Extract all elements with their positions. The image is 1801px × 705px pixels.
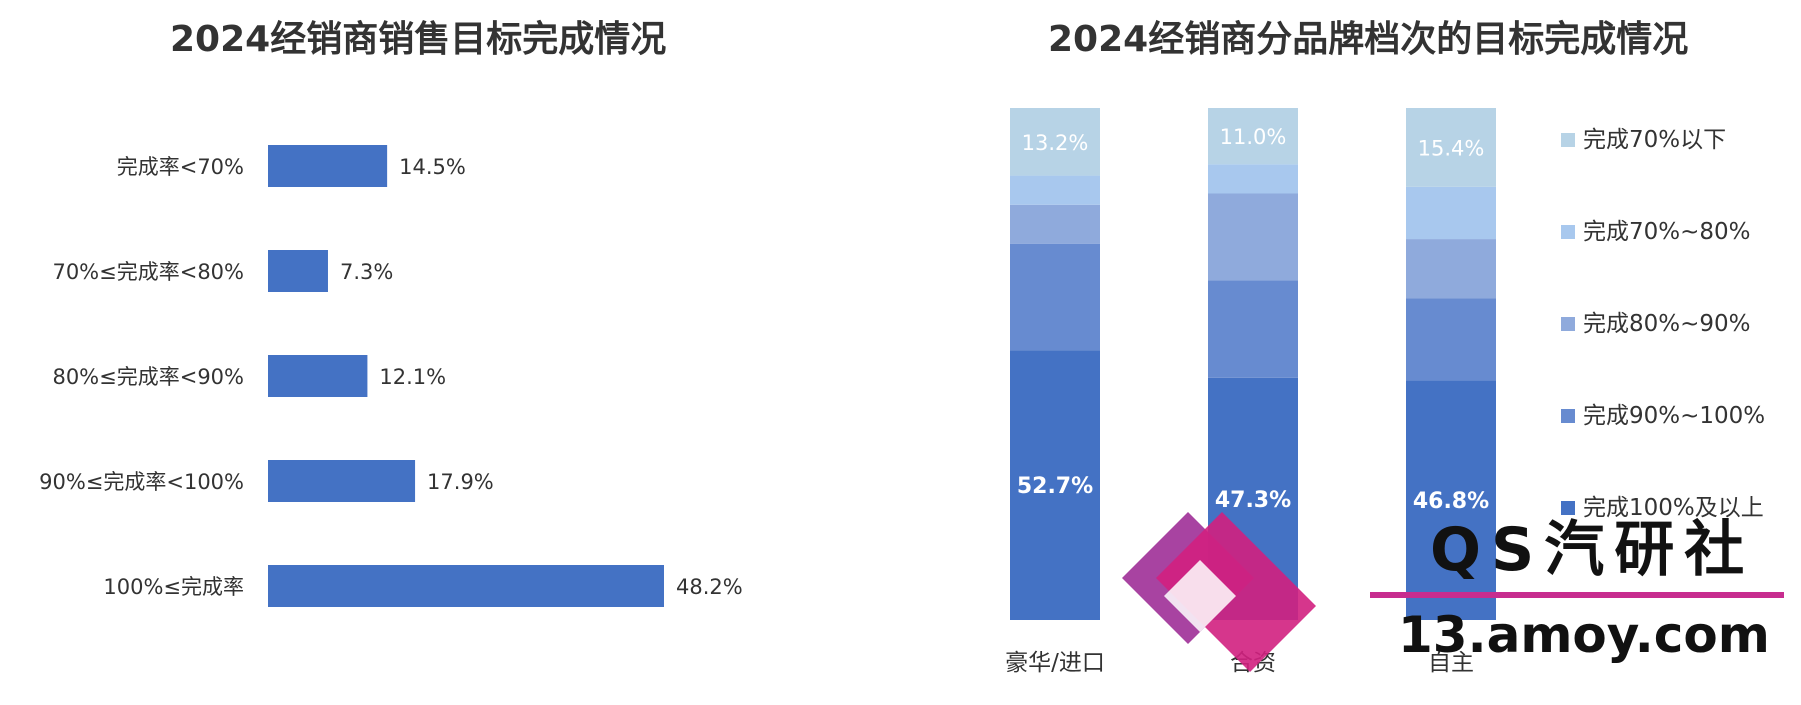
watermark-brand: QS汽研社 <box>1430 515 1754 585</box>
value-label: 12.1% <box>379 365 446 389</box>
bar-segment <box>1406 108 1496 187</box>
legend-swatch <box>1561 133 1575 147</box>
legend-label: 完成80%~90% <box>1583 311 1751 337</box>
watermark-logo-icon <box>1122 512 1316 672</box>
category-label: 80%≤完成率<90% <box>52 365 244 389</box>
category-label: 100%≤完成率 <box>103 575 244 599</box>
legend-label: 完成100%及以上 <box>1583 495 1764 521</box>
value-label: 17.9% <box>427 470 494 494</box>
legend-label: 完成90%~100% <box>1583 403 1765 429</box>
category-label: 豪华/进口 <box>1005 650 1105 676</box>
segment-data-label: 13.2% <box>1022 131 1089 155</box>
category-label: 90%≤完成率<100% <box>39 470 244 494</box>
watermark-url: 13.amoy.com <box>1398 606 1770 664</box>
bar <box>268 565 664 607</box>
bar-segment <box>1010 108 1100 176</box>
legend-label: 完成70%以下 <box>1583 127 1726 153</box>
bar-segment <box>1208 193 1298 281</box>
value-label: 48.2% <box>676 575 743 599</box>
bar-segment <box>1010 175 1100 205</box>
legend-swatch <box>1561 317 1575 331</box>
segment-data-label: 15.4% <box>1418 136 1485 160</box>
bar <box>268 355 368 397</box>
category-label: 自主 <box>1428 650 1474 676</box>
legend-swatch <box>1561 501 1575 515</box>
bar <box>268 460 416 502</box>
bar-segment <box>1406 239 1496 299</box>
bar <box>268 145 388 187</box>
value-label: 7.3% <box>340 260 393 284</box>
segment-data-label: 47.3% <box>1215 488 1291 513</box>
bar <box>268 250 328 292</box>
bar-segment <box>1010 243 1100 351</box>
left-chart-title: 2024经销商销售目标完成情况 <box>170 19 667 60</box>
bar-segment <box>1010 204 1100 244</box>
bar-segment <box>1010 350 1100 620</box>
value-label: 14.5% <box>399 155 466 179</box>
bar-segment <box>1208 280 1298 378</box>
category-label: 完成率<70% <box>117 155 244 179</box>
legend-swatch <box>1561 225 1575 239</box>
bar-segment <box>1208 108 1298 165</box>
horizontal-bar-chart: 完成率<70% 14.5% 70%≤完成率<80% 7.3% 80%≤完成率<90% 12… <box>39 145 743 607</box>
legend-label: 完成70%~80% <box>1583 219 1751 245</box>
bar-segment <box>1208 164 1298 194</box>
segment-data-label: 11.0% <box>1220 125 1287 149</box>
watermark-line <box>1370 592 1784 598</box>
bar-segment <box>1406 380 1496 620</box>
watermark: QS汽研社 13.amoy.com <box>1122 512 1784 672</box>
bar-segment <box>1406 298 1496 381</box>
segment-data-label: 52.7% <box>1017 474 1093 499</box>
right-chart-title: 2024经销商分品牌档次的目标完成情况 <box>1048 19 1689 60</box>
bar-segment <box>1406 186 1496 240</box>
segment-data-label: 46.8% <box>1413 489 1489 514</box>
legend-swatch <box>1561 409 1575 423</box>
category-label: 70%≤完成率<80% <box>52 260 244 284</box>
